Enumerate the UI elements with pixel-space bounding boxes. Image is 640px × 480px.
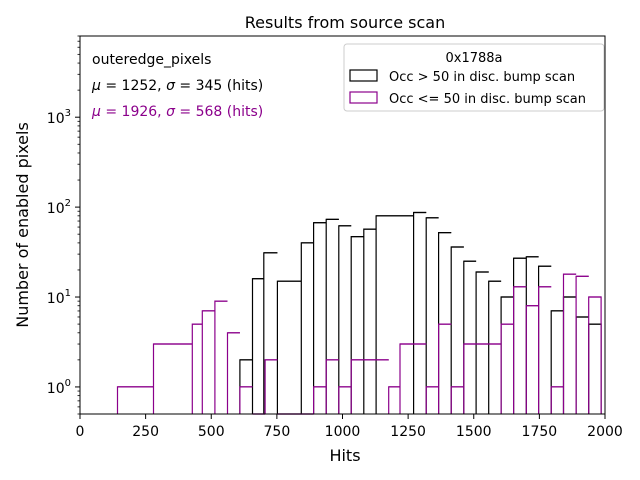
chart-title: Results from source scan xyxy=(245,13,445,32)
y-axis-ticks: 100 101 102 103 xyxy=(47,35,80,415)
mu-symbol: μ xyxy=(91,104,101,120)
annotation-stats-purple: μ = 1926, σ = 568 (hits) xyxy=(91,104,263,120)
stats-purple-mu-value: = 1926, xyxy=(101,104,166,120)
legend: 0x1788a Occ > 50 in disc. bump scan Occ … xyxy=(343,43,605,112)
x-tick-label: 250 xyxy=(132,424,159,440)
y-axis-label: Number of enabled pixels xyxy=(13,122,32,328)
x-tick-label: 500 xyxy=(198,424,225,440)
annotation-stats-black: μ = 1252, σ = 345 (hits) xyxy=(91,78,263,94)
annotation-name: outeredge_pixels xyxy=(92,52,211,68)
x-tick-label: 1250 xyxy=(390,424,426,440)
x-tick-label: 0 xyxy=(76,424,85,440)
stats-black-mu-value: = 1252, xyxy=(101,78,166,94)
sigma-symbol: σ xyxy=(166,78,176,94)
legend-title: 0x1788a xyxy=(445,51,502,66)
y-tick-label: 101 xyxy=(47,288,71,307)
legend-label-black: Occ > 50 in disc. bump scan xyxy=(389,70,575,85)
mu-symbol: μ xyxy=(91,78,101,94)
legend-swatch-black xyxy=(349,69,378,82)
x-tick-label: 1500 xyxy=(456,424,492,440)
y-tick-label: 103 xyxy=(47,108,71,127)
y-tick-label: 100 xyxy=(47,378,71,397)
series-0 xyxy=(239,211,602,414)
stats-purple-sigma-value: = 568 (hits) xyxy=(175,104,263,120)
legend-box xyxy=(343,43,605,112)
legend-label-purple: Occ <= 50 in disc. bump scan xyxy=(389,92,586,107)
x-axis-ticks: 0 250 500 750 1000 1250 1500 1750 2000 xyxy=(76,414,623,440)
sigma-symbol: σ xyxy=(166,104,176,120)
x-axis-label: Hits xyxy=(329,446,360,465)
legend-swatch-purple xyxy=(349,91,378,104)
x-tick-label: 2000 xyxy=(587,424,623,440)
x-tick-label: 1750 xyxy=(522,424,558,440)
x-tick-label: 1000 xyxy=(325,424,361,440)
y-tick-label: 102 xyxy=(47,198,71,217)
stats-black-sigma-value: = 345 (hits) xyxy=(175,78,263,94)
x-tick-label: 750 xyxy=(264,424,291,440)
